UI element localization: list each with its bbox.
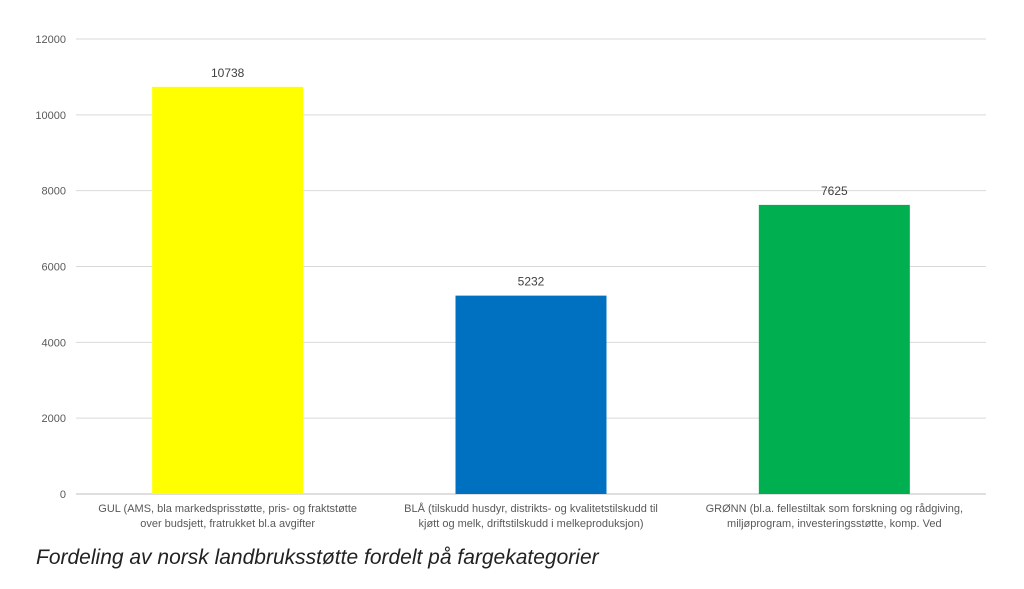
bar-chart: 0 2000 4000 6000 8000 10000 12000 10738 5232 762… [35, 34, 986, 501]
y-tick-label-8000: 8000 [42, 186, 66, 198]
x-category-label-line: kjøtt og melk, driftstilskudd i melkepro… [418, 518, 644, 530]
y-tick-label-0: 0 [60, 489, 66, 501]
bars [152, 86, 910, 494]
x-category-label-line: over budsjett, fratrukket bl.a avgifter [140, 518, 316, 530]
data-label-2: 5232 [518, 275, 545, 289]
x-category-label-line: GUL (AMS, bla markedsprisstøtte, pris- o… [98, 503, 358, 515]
data-label-3: 7625 [821, 184, 848, 198]
y-tick-label-4000: 4000 [42, 337, 66, 349]
y-tick-label-6000: 6000 [42, 262, 66, 274]
bar-3 [758, 204, 910, 494]
data-label-1: 10738 [211, 66, 245, 80]
y-axis-ticks: 0 2000 4000 6000 8000 10000 12000 [35, 34, 66, 501]
x-category-label-3: GRØNN (bl.a. fellestiltak som forskning … [684, 502, 984, 532]
x-category-label-1: GUL (AMS, bla markedsprisstøtte, pris- o… [78, 502, 378, 532]
x-category-label-line: GRØNN (bl.a. fellestiltak som forskning … [705, 503, 964, 515]
y-tick-label-2000: 2000 [42, 413, 66, 425]
x-category-label-2: BLÅ (tilskudd husdyr, distrikts- og kval… [381, 502, 681, 532]
bar-1 [152, 86, 304, 494]
y-tick-label-12000: 12000 [35, 34, 66, 46]
y-tick-label-10000: 10000 [35, 110, 66, 122]
x-category-label-line: miljøprogram, investeringsstøtte, komp. … [727, 518, 942, 530]
figure-caption: Fordeling av norsk landbruksstøtte forde… [36, 546, 599, 569]
x-category-label-line: BLÅ (tilskudd husdyr, distrikts- og kval… [404, 503, 658, 515]
data-labels: 10738 5232 7625 [211, 66, 848, 289]
bar-2 [455, 295, 607, 494]
